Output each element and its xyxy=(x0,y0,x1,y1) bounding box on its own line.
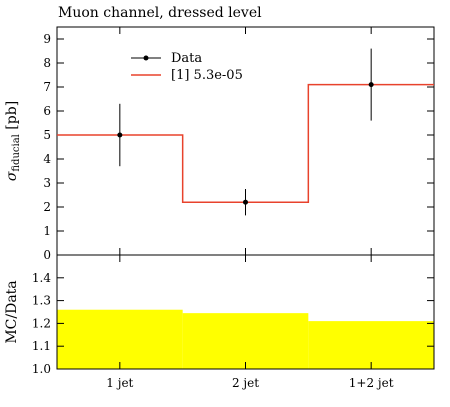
main-y-tick-label: 2 xyxy=(43,200,51,214)
y-label-symbol: σ xyxy=(4,171,20,181)
ratio-panel: 1.0 1.1 1.2 1.3 1.4 MC/Data xyxy=(4,254,435,376)
ratio-band xyxy=(182,313,309,369)
ratio-x-ticks xyxy=(119,255,372,369)
ratio-y-tick-label: 1.0 xyxy=(32,362,51,376)
main-panel: 0 1 2 3 4 5 6 7 8 9 σfiducial [pb] Data [1] 5.3e-… xyxy=(4,26,435,262)
ratio-y-tick-label: 1.4 xyxy=(32,271,51,285)
chart-title: Muon channel, dressed level xyxy=(58,5,262,21)
main-y-tick-label: 6 xyxy=(43,104,51,118)
x-tick-label: 1 jet xyxy=(106,376,133,390)
legend-data-marker xyxy=(143,55,149,61)
main-y-tick-label: 5 xyxy=(43,128,51,142)
y-label-subscript: fiducial xyxy=(11,134,22,171)
data-point xyxy=(117,132,123,138)
ratio-y-tick-label: 1.2 xyxy=(32,316,51,330)
data-series xyxy=(117,48,374,216)
main-y-ticks: 0 1 2 3 4 5 6 7 8 9 xyxy=(43,32,434,262)
main-y-tick-label: 3 xyxy=(43,176,51,190)
mc-series-line xyxy=(57,83,434,203)
legend-mc-label: [1] 5.3e-05 xyxy=(171,68,243,83)
main-y-tick-label: 7 xyxy=(43,80,51,94)
ratio-band xyxy=(57,309,183,369)
x-tick-label: 2 jet xyxy=(232,376,259,390)
x-tick-label: 1+2 jet xyxy=(349,376,394,390)
main-y-tick-label: 0 xyxy=(43,248,51,262)
data-point xyxy=(243,199,248,205)
main-y-tick-label: 4 xyxy=(43,152,51,166)
main-y-tick-label: 8 xyxy=(43,56,51,70)
ratio-y-tick-label: 1.1 xyxy=(32,339,51,353)
ratio-bands xyxy=(57,309,434,369)
legend: Data [1] 5.3e-05 xyxy=(131,51,243,83)
y-label-unit: [pb] xyxy=(4,101,20,134)
ratio-band xyxy=(308,321,434,369)
main-x-ticks xyxy=(119,27,372,255)
main-y-tick-label: 9 xyxy=(43,32,51,46)
main-y-tick-label: 1 xyxy=(43,224,51,238)
legend-data-label: Data xyxy=(171,51,202,66)
main-y-axis-label: σfiducial [pb] xyxy=(4,101,22,181)
data-point xyxy=(368,82,374,88)
main-frame xyxy=(56,26,435,256)
ratio-y-ticks: 1.0 1.1 1.2 1.3 1.4 xyxy=(32,271,434,376)
ratio-y-tick-label: 1.3 xyxy=(32,294,51,308)
x-tick-labels: 1 jet 2 jet 1+2 jet xyxy=(106,376,393,390)
ratio-y-axis-label: MC/Data xyxy=(4,280,20,343)
